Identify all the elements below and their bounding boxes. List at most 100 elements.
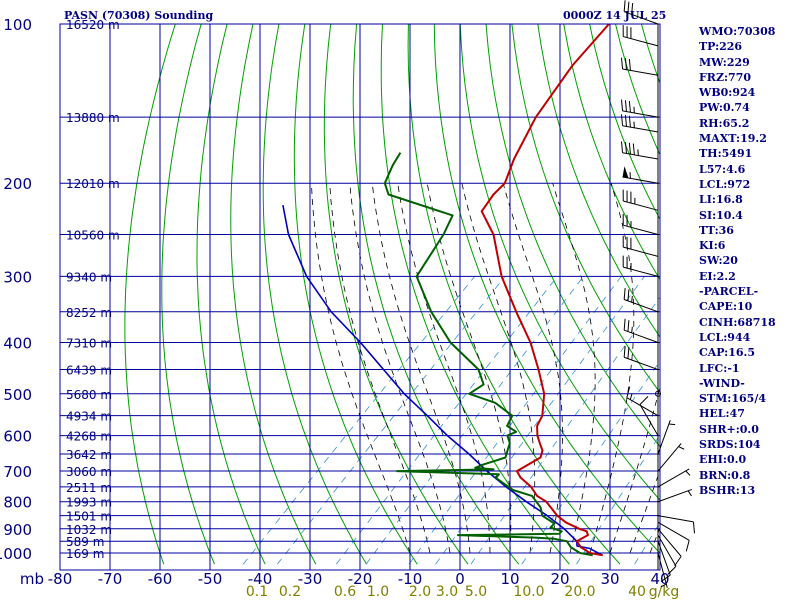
mixing-ratio-line [470, 296, 660, 565]
mixing-ratio-label: 40 [628, 584, 646, 600]
stat-item: STM:165/4 [699, 392, 766, 406]
calm-wind-marker [655, 390, 661, 397]
wind-barb [657, 552, 668, 588]
temperature-tick-label: -80 [48, 570, 73, 588]
height-label: 12010 m [66, 177, 120, 191]
stat-item: MAXT:19.2 [699, 132, 767, 146]
height-label: 3642 m [66, 448, 112, 462]
pressure-tick-label: 1000 [0, 545, 32, 563]
dry-adiabat [262, 24, 368, 565]
stat-item: CAPE:10 [699, 300, 753, 314]
dry-adiabat [459, 24, 660, 501]
stat-item: EHI:0.0 [699, 453, 747, 467]
wind-barb [622, 255, 659, 277]
wind-barb [621, 114, 659, 133]
stat-item: BSHR:13 [699, 483, 756, 497]
dry-adiabat [407, 24, 621, 565]
stat-item: TT:36 [699, 223, 734, 237]
pressure-tick-label: 500 [3, 386, 32, 404]
dewpoint-trace [383, 152, 593, 557]
wind-barb [621, 141, 659, 160]
wind-barb [621, 99, 659, 118]
dry-adiabat [124, 24, 176, 565]
height-label: 4934 m [66, 410, 112, 424]
height-label: 5680 m [66, 388, 112, 402]
temperature-tick-label: 20 [550, 570, 569, 588]
height-label: 169 m [66, 547, 104, 561]
wind-barb [657, 541, 671, 583]
moist-adiabat [461, 183, 536, 554]
moist-adiabat [629, 469, 660, 554]
pressure-tick-label: 800 [3, 494, 32, 512]
stat-item: -WIND- [699, 376, 745, 390]
stat-item: KI:6 [699, 239, 726, 253]
height-label: 1993 m [66, 496, 112, 510]
mixing-ratio-label: 1.0 [367, 584, 389, 600]
dry-adiabat [352, 24, 520, 565]
height-label: 1032 m [66, 523, 112, 537]
moist-adiabat [502, 183, 563, 554]
wind-barb [622, 213, 659, 235]
wind-barb [657, 468, 691, 488]
stat-item: LCL:944 [699, 330, 751, 344]
stat-item: FRZ:770 [699, 70, 752, 84]
parcel-trace [282, 204, 604, 557]
dry-adiabat [485, 24, 660, 448]
wind-barb [657, 534, 677, 575]
temperature-tick-label: -20 [348, 570, 373, 588]
wind-barb [623, 0, 659, 25]
moist-adiabat [371, 183, 471, 554]
moist-adiabat [311, 183, 411, 554]
temperature-tick-label: 0 [455, 570, 465, 588]
wind-barb [639, 396, 659, 436]
stat-item: LFC:-1 [699, 361, 740, 375]
mixing-ratio-label: 0.2 [279, 584, 301, 600]
stats-panel: WMO:70308 TP:226 MW:229 FRZ:770 WB0:924 PW:0.… [699, 24, 776, 498]
wind-barb [657, 521, 690, 552]
height-label: 3060 m [66, 465, 112, 479]
mixing-ratio-line [276, 276, 506, 565]
pressure-tick-label: 100 [3, 16, 32, 34]
temperature-tick-label: -30 [298, 570, 323, 588]
stat-item: SHR+:0.0 [699, 422, 759, 436]
stat-item: WB0:924 [699, 86, 756, 100]
wind-barb [622, 25, 659, 47]
temperature-tick-label: 30 [600, 570, 619, 588]
height-label: 6439 m [66, 364, 112, 378]
mixing-ratio-label: 5.0 [465, 584, 487, 600]
temperature-tick-label: -60 [148, 570, 173, 588]
pressure-tick-label: 300 [3, 268, 32, 286]
stat-item: SW:20 [699, 254, 738, 268]
stat-item: BRN:0.8 [699, 468, 751, 482]
moist-adiabat [329, 183, 431, 554]
stat-item: MW:229 [699, 55, 750, 69]
pressure-tick-label: 900 [3, 521, 32, 539]
wind-barb [623, 318, 659, 343]
stat-item: LI:16.8 [699, 193, 743, 207]
mixing-ratio-line [521, 360, 660, 565]
mixing-ratio-label: 0.1 [246, 584, 268, 600]
stat-item: RH:65.2 [699, 116, 750, 130]
plot-area [60, 24, 660, 570]
height-label: 589 m [66, 535, 104, 549]
wind-barb [657, 515, 695, 534]
stat-item: LCL:972 [699, 177, 751, 191]
wind-barb [622, 166, 659, 184]
height-label: 10560 m [66, 229, 120, 243]
height-label: 9340 m [66, 270, 112, 284]
mixing-ratio-label: 2.0 [409, 584, 431, 600]
pressure-tick-label: 700 [3, 463, 32, 481]
stat-item: TP:226 [699, 40, 743, 54]
dry-adiabat [323, 24, 469, 565]
wind-barb [622, 235, 659, 257]
wind-barb [657, 488, 692, 503]
mixing-ratio-line [576, 434, 660, 565]
plot-frame [59, 23, 661, 571]
stat-item: WMO:70308 [699, 25, 776, 38]
height-label: 7310 m [66, 336, 112, 350]
dry-adiabat [511, 24, 660, 394]
pressure-tick-label: 200 [3, 175, 32, 193]
wind-barb [623, 345, 659, 371]
temperature-tick-label: 40 [650, 570, 669, 588]
stat-item: CAP:16.5 [699, 346, 756, 360]
